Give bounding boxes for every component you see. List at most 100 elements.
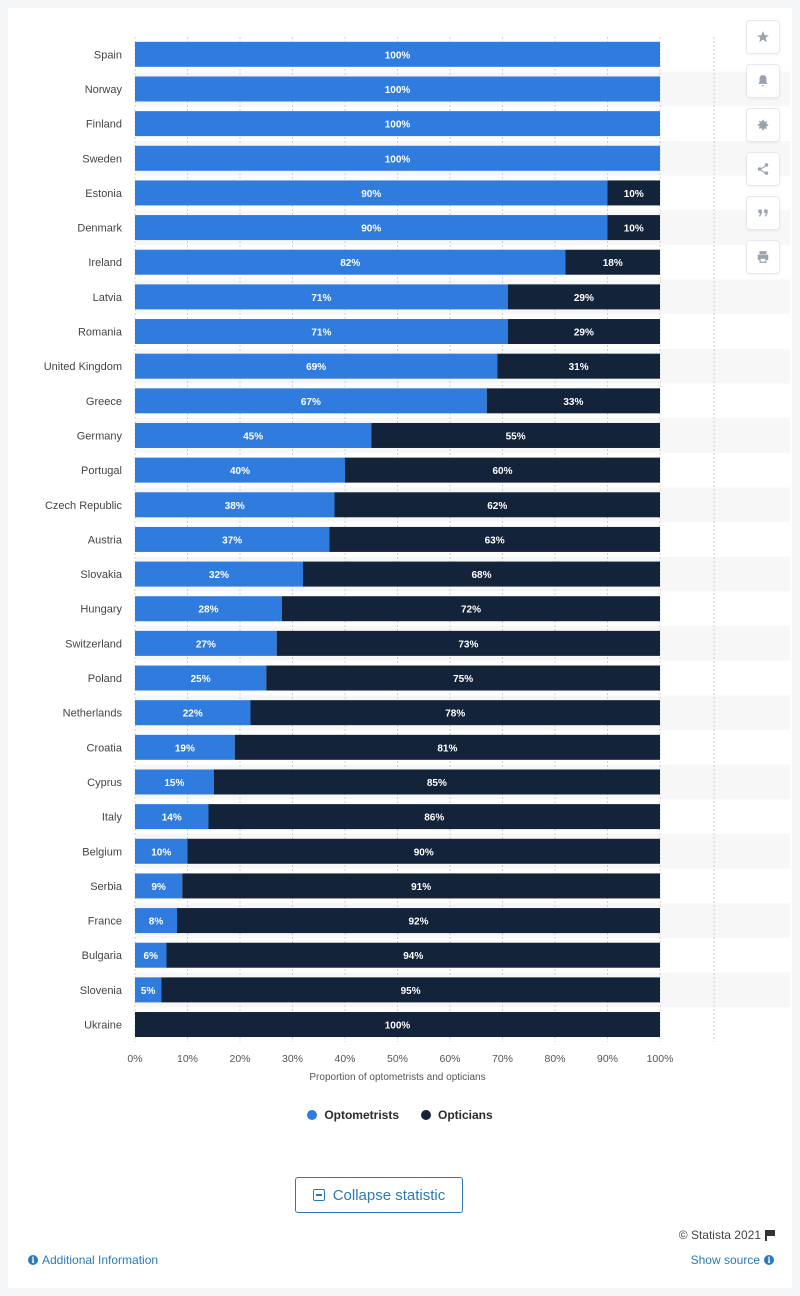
x-tick-label: 100%	[647, 1053, 674, 1065]
category-label: Ukraine	[84, 1020, 122, 1032]
data-label: 100%	[385, 85, 411, 96]
category-label: Hungary	[80, 604, 122, 616]
settings-button[interactable]	[746, 108, 780, 142]
category-label: Austria	[88, 534, 123, 546]
data-label: 100%	[385, 154, 411, 165]
bar-segment-opticians	[250, 700, 660, 726]
category-label: United Kingdom	[44, 361, 122, 373]
category-label: Finland	[86, 119, 122, 131]
bar-segment-opticians	[565, 249, 660, 275]
show-source-link[interactable]: Show source i	[691, 1253, 774, 1267]
category-label: Italy	[102, 812, 123, 824]
sidebar-toolbar	[746, 20, 780, 284]
data-label: 73%	[458, 639, 478, 650]
category-label: Switzerland	[65, 638, 122, 650]
category-label: Poland	[88, 673, 122, 685]
bar-segment-optometrists	[135, 215, 608, 241]
bar-segment-opticians	[334, 492, 660, 518]
bar-segment-opticians	[166, 942, 660, 968]
bar-segment-opticians	[276, 630, 660, 656]
category-label: Ireland	[88, 257, 122, 269]
share-button[interactable]	[746, 152, 780, 186]
legend-item-opticians[interactable]: Opticians	[421, 1108, 493, 1122]
data-label: 92%	[408, 917, 428, 928]
data-label: 67%	[301, 397, 321, 408]
bar-segment-optometrists	[135, 665, 267, 691]
data-label: 22%	[183, 709, 203, 720]
data-label: 28%	[198, 605, 218, 616]
data-label: 18%	[603, 258, 623, 269]
bar-segment-optometrists	[135, 457, 345, 483]
data-label: 75%	[453, 674, 473, 685]
category-label: Norway	[85, 84, 123, 96]
data-label: 14%	[162, 813, 182, 824]
quote-icon	[758, 209, 768, 217]
bar-segment-optometrists	[135, 804, 209, 830]
data-label: 90%	[414, 847, 434, 858]
data-label: 86%	[424, 813, 444, 824]
data-label: 100%	[385, 50, 411, 61]
x-tick-label: 60%	[439, 1053, 460, 1065]
bar-segment-optometrists	[135, 908, 177, 934]
additional-information-label: Additional Information	[42, 1253, 159, 1267]
data-label: 29%	[574, 328, 594, 339]
bar-segment-optometrists	[135, 319, 508, 345]
data-label: 81%	[437, 743, 457, 754]
bar-segment-optometrists	[135, 596, 282, 622]
category-label: Greece	[86, 396, 122, 408]
flag-icon[interactable]	[765, 1230, 775, 1241]
x-tick-label: 90%	[597, 1053, 618, 1065]
data-label: 95%	[401, 986, 421, 997]
bar-segment-opticians	[182, 873, 660, 899]
bar-segment-optometrists	[135, 111, 660, 137]
bar-segment-opticians	[213, 769, 660, 795]
data-label: 71%	[311, 293, 331, 304]
data-label: 10%	[624, 189, 644, 200]
bar-segment-optometrists	[135, 145, 660, 171]
data-label: 90%	[361, 224, 381, 235]
bar-segment-opticians	[607, 180, 660, 206]
bar-segment-opticians	[282, 596, 660, 622]
data-label: 82%	[340, 258, 360, 269]
data-label: 85%	[427, 778, 447, 789]
copyright: © Statista 2021	[678, 1228, 775, 1242]
data-label: 5%	[141, 986, 156, 997]
category-label: Serbia	[90, 881, 123, 893]
bar-segment-optometrists	[135, 734, 235, 760]
collapse-statistic-button[interactable]: Collapse statistic	[295, 1177, 463, 1213]
bar-segment-opticians	[234, 734, 660, 760]
data-label: 10%	[624, 224, 644, 235]
data-label: 71%	[311, 328, 331, 339]
x-tick-label: 0%	[127, 1053, 142, 1065]
bar-segment-optometrists	[135, 180, 608, 206]
print-button[interactable]	[746, 240, 780, 274]
bar-segment-opticians	[177, 908, 660, 934]
data-label: 27%	[196, 639, 216, 650]
copyright-text: © Statista 2021	[678, 1228, 761, 1242]
legend-item-optometrists[interactable]: Optometrists	[307, 1108, 399, 1122]
bar-segment-optometrists	[135, 492, 335, 518]
x-tick-label: 30%	[282, 1053, 303, 1065]
star-icon	[757, 31, 769, 43]
bar-segment-optometrists	[135, 526, 330, 552]
data-label: 40%	[230, 466, 250, 477]
favorite-button[interactable]	[746, 20, 780, 54]
data-label: 38%	[225, 501, 245, 512]
data-label: 45%	[243, 431, 263, 442]
data-label: 91%	[411, 882, 431, 893]
notification-button[interactable]	[746, 64, 780, 98]
data-label: 33%	[563, 397, 583, 408]
bar-segment-optometrists	[135, 942, 167, 968]
bar-segment-optometrists	[135, 249, 566, 275]
bar-segment-opticians	[303, 561, 660, 587]
bar-segment-opticians	[329, 526, 660, 552]
bar-segment-optometrists	[135, 284, 508, 310]
cite-button[interactable]	[746, 196, 780, 230]
bar-segment-opticians	[345, 457, 660, 483]
bar-segment-opticians	[187, 838, 660, 864]
additional-information-link[interactable]: i Additional Information	[28, 1253, 158, 1267]
category-label: Romania	[78, 327, 123, 339]
data-label: 63%	[485, 535, 505, 546]
bar-segment-optometrists	[135, 41, 660, 67]
bar-segment-opticians	[607, 215, 660, 241]
